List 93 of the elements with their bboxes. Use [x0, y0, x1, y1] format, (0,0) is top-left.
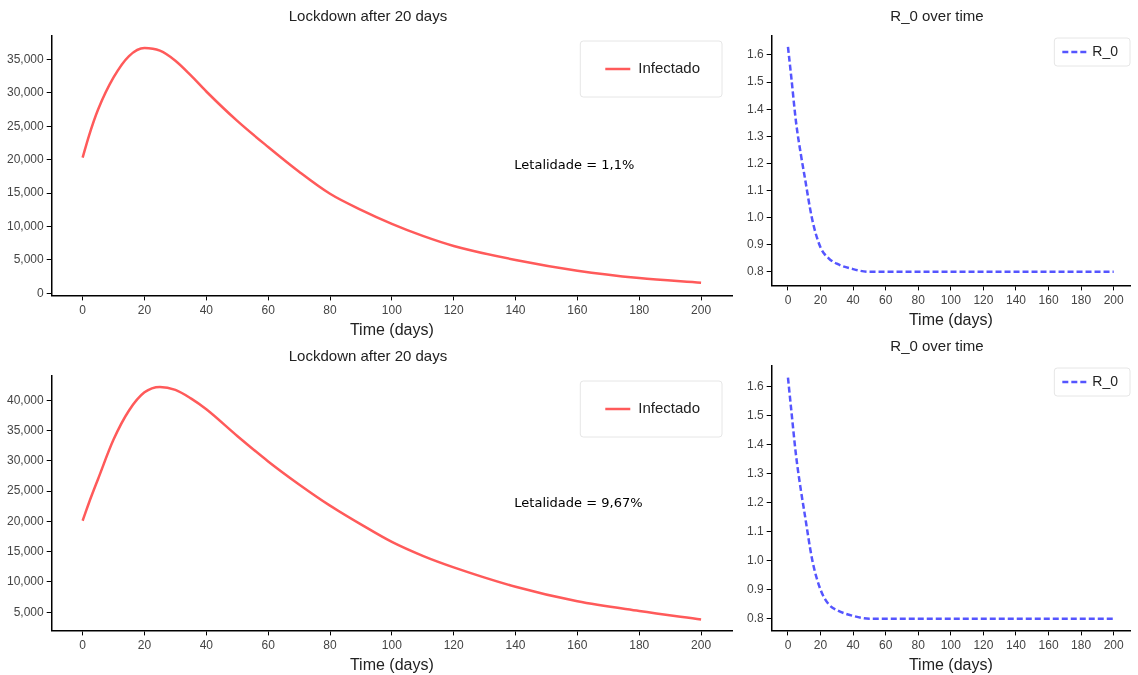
- y-tick-label: 20,000: [7, 152, 45, 166]
- x-tick-label: 120: [443, 637, 465, 652]
- x-tick-label: 0: [79, 302, 87, 317]
- x-tick-label: 20: [137, 637, 152, 652]
- chart-title: Lockdown after 20 days: [288, 7, 448, 25]
- x-tick-label: 80: [911, 292, 926, 307]
- y-tick-label: 20,000: [7, 513, 45, 528]
- y-tick-label: 35,000: [7, 51, 45, 66]
- x-tick-label: 80: [911, 637, 926, 652]
- x-tick-label: 100: [940, 292, 962, 307]
- x-tick-label: 180: [629, 302, 650, 317]
- x-tick-label: 140: [505, 637, 526, 652]
- line-series: [81, 46, 703, 284]
- y-tick-label: 30,000: [7, 453, 45, 468]
- y-tick-label: 0.8: [746, 611, 764, 626]
- x-tick-label: 40: [846, 637, 861, 652]
- y-tick-label: 35,000: [7, 422, 45, 437]
- x-tick-label: 120: [443, 302, 465, 317]
- x-tick-label: 80: [323, 302, 337, 317]
- y-tick-label: 1.0: [746, 552, 764, 567]
- x-tick-label: 200: [691, 302, 712, 317]
- y-tick-label: 5,000: [13, 252, 45, 267]
- y-tick-label: 25,000: [7, 118, 45, 133]
- chart-title: R_0 over time: [890, 7, 984, 25]
- x-tick-label: 60: [261, 302, 276, 317]
- x-axis-title: Time (days): [349, 320, 434, 338]
- y-tick-label: 0.9: [746, 582, 764, 597]
- line-series: [81, 385, 703, 621]
- y-tick-label: 1.3: [746, 128, 764, 143]
- x-tick-label: 60: [261, 637, 276, 652]
- x-tick-label: 100: [381, 302, 403, 317]
- y-tick-label: 15,000: [7, 185, 45, 200]
- x-tick-label: 120: [973, 637, 994, 652]
- x-tick-label: 180: [1071, 637, 1092, 652]
- y-tick-label: 1.4: [746, 101, 764, 116]
- y-tick-label: 1.0: [746, 209, 764, 224]
- annotation: Letalidade = 1,1%: [514, 157, 635, 173]
- x-tick-label: 0: [79, 637, 87, 652]
- x-tick-label: 20: [813, 637, 828, 652]
- x-tick-label: 80: [323, 637, 337, 652]
- legend-label: Infectado: [638, 59, 700, 77]
- x-tick-label: 200: [1103, 637, 1125, 652]
- legend-label: R_0: [1092, 42, 1119, 59]
- x-tick-label: 120: [973, 292, 994, 307]
- y-tick-label: 10,000: [7, 574, 45, 589]
- y-tick-label: 1.2: [746, 155, 764, 170]
- x-tick-label: 0: [784, 637, 792, 652]
- x-tick-label: 200: [691, 637, 712, 652]
- x-tick-label: 160: [567, 637, 588, 652]
- y-tick-label: 1.5: [746, 407, 764, 422]
- y-tick-label: 1.5: [746, 74, 764, 89]
- x-tick-label: 100: [381, 637, 403, 652]
- y-tick-label: 40,000: [7, 392, 45, 407]
- y-tick-label: 0.9: [746, 237, 764, 252]
- x-tick-label: 40: [199, 637, 214, 652]
- y-tick-label: 1.6: [746, 378, 764, 393]
- x-tick-label: 140: [1005, 292, 1027, 307]
- y-tick-label: 1.2: [746, 494, 764, 509]
- y-tick-label: 10,000: [7, 218, 45, 233]
- x-tick-label: 160: [1038, 637, 1059, 652]
- x-tick-label: 180: [1071, 292, 1092, 307]
- annotation: Letalidade = 9,67%: [514, 494, 643, 510]
- x-tick-label: 60: [879, 292, 893, 307]
- x-tick-label: 140: [1005, 637, 1027, 652]
- chart-title: R_0 over time: [890, 337, 984, 355]
- y-tick-label: 5,000: [13, 604, 45, 619]
- y-tick-label: 1.1: [746, 182, 764, 197]
- x-tick-label: 20: [813, 292, 828, 307]
- x-tick-label: 180: [629, 637, 650, 652]
- x-tick-label: 40: [846, 292, 861, 307]
- y-tick-label: 25,000: [7, 483, 45, 498]
- y-tick-label: 0.8: [746, 264, 764, 279]
- legend-label: Infectado: [638, 399, 700, 417]
- y-tick-label: 1.3: [746, 465, 764, 480]
- y-tick-label: 1.1: [746, 523, 764, 538]
- x-tick-label: 100: [940, 637, 962, 652]
- x-tick-label: 20: [137, 302, 152, 317]
- chart-title: Lockdown after 20 days: [288, 347, 448, 365]
- x-axis-title: Time (days): [908, 655, 993, 673]
- y-tick-label: 1.4: [746, 436, 764, 451]
- x-tick-label: 160: [1038, 292, 1059, 307]
- legend-label: R_0: [1092, 372, 1119, 389]
- x-tick-label: 40: [199, 302, 214, 317]
- y-tick-label: 30,000: [7, 85, 45, 100]
- x-tick-label: 60: [879, 637, 893, 652]
- x-tick-label: 160: [567, 302, 588, 317]
- y-tick-label: 1.6: [746, 47, 764, 62]
- x-tick-label: 200: [1103, 292, 1125, 307]
- y-tick-label: 15,000: [7, 543, 45, 558]
- x-tick-label: 140: [505, 302, 526, 317]
- x-tick-label: 0: [784, 292, 792, 307]
- x-axis-title: Time (days): [349, 655, 434, 673]
- x-axis-title: Time (days): [908, 310, 993, 328]
